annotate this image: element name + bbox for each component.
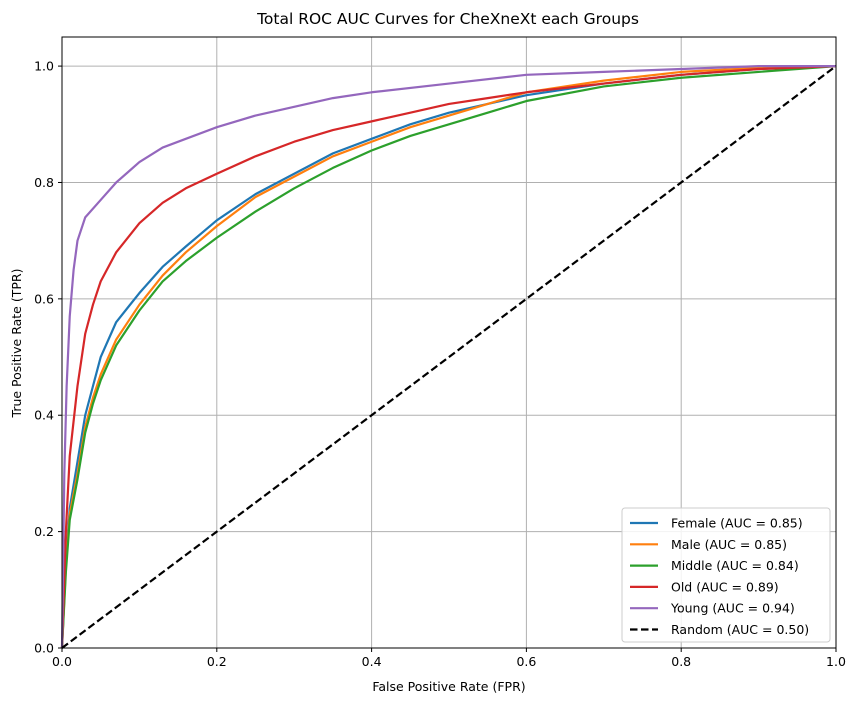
legend-label: Female (AUC = 0.85) <box>671 516 803 531</box>
y-axis-label: True Positive Rate (TPR) <box>9 269 24 419</box>
legend-label: Random (AUC = 0.50) <box>671 622 809 637</box>
chart-title: Total ROC AUC Curves for CheXneXt each G… <box>256 10 639 28</box>
legend-box <box>621 507 831 643</box>
series-line-3 <box>60 65 837 649</box>
legend-label: Middle (AUC = 0.84) <box>671 558 799 573</box>
legend-label: Old (AUC = 0.89) <box>671 579 779 594</box>
x-tick-label: 0.2 <box>207 654 227 669</box>
x-tick-label: 0.0 <box>52 654 72 669</box>
plot-frame <box>61 36 837 649</box>
y-tick-label: 0.4 <box>34 408 54 423</box>
legend: Female (AUC = 0.85) Male (AUC = 0.85) Midd… <box>621 507 831 643</box>
series-line-4 <box>60 65 836 649</box>
y-tick-label: 1.0 <box>34 59 54 74</box>
legend-label: Young (AUC = 0.94) <box>670 601 795 616</box>
x-tick-label: 0.4 <box>362 654 382 669</box>
series-layer <box>60 65 837 649</box>
legend-entries: Female (AUC = 0.85) Male (AUC = 0.85) Midd… <box>630 516 809 637</box>
y-tick-label: 0.8 <box>34 175 54 190</box>
tick-layer: 0.0 0.2 0.4 0.6 0.8 1.0 0.0 0.2 0.4 0.6 0.8 1.0 <box>34 59 846 669</box>
x-axis-label: False Positive Rate (FPR) <box>372 679 525 694</box>
legend-label: Male (AUC = 0.85) <box>671 537 787 552</box>
y-tick-label: 0.2 <box>34 524 54 539</box>
y-tick-label: 0.0 <box>34 641 54 656</box>
series-line-2 <box>60 65 837 649</box>
x-tick-label: 1.0 <box>826 654 846 669</box>
series-line-5 <box>61 65 837 649</box>
x-tick-label: 0.8 <box>671 654 691 669</box>
x-tick-label: 0.6 <box>516 654 536 669</box>
y-tick-label: 0.6 <box>34 291 54 306</box>
series-line-0 <box>60 65 837 649</box>
